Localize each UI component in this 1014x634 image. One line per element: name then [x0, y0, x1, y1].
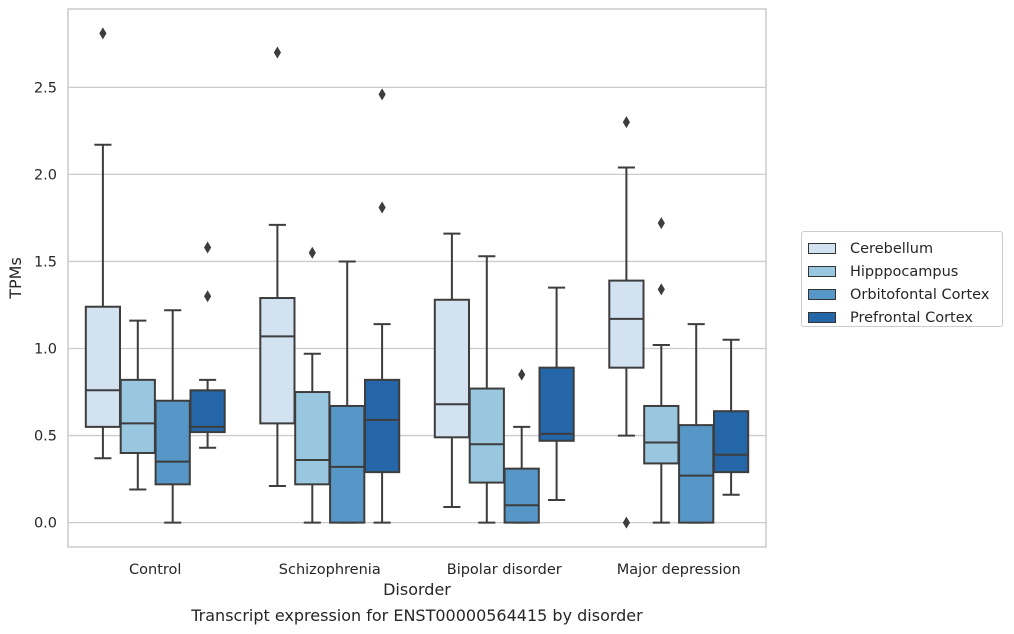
legend-label: Cerebellum [850, 240, 934, 257]
box-body [608, 279, 645, 369]
x-axis-label: Disorder [383, 580, 451, 599]
legend: Cerebellum Hipppocampus Orbitofontal Corte… [801, 231, 1003, 327]
outlier-point [622, 116, 630, 129]
legend-label: Hipppocampus [850, 263, 959, 280]
x-tick-label: Major depression [617, 562, 741, 578]
box-body [468, 387, 505, 484]
box-orbitofontal-cortex [329, 260, 366, 524]
box-body [363, 378, 401, 474]
box-body [538, 366, 575, 442]
box-prefrontal-cortex [538, 286, 575, 501]
box-orbitofontal-cortex [678, 323, 715, 524]
legend-swatch [808, 289, 836, 300]
box-body [433, 298, 471, 439]
box-body [119, 378, 156, 454]
box-body [294, 391, 331, 486]
x-tick-label: Schizophrenia [279, 562, 381, 578]
boxes [84, 27, 750, 529]
box-orbitofontal-cortex [154, 309, 191, 524]
outlier-point [378, 201, 386, 214]
y-tick-label: 1.0 [34, 342, 57, 358]
legend-item: Hipppocampus [808, 260, 1002, 283]
box-orbitofontal-cortex [503, 368, 540, 524]
outlier-point [378, 88, 386, 101]
box-cerebellum [84, 27, 122, 460]
box-prefrontal-cortex [712, 338, 750, 496]
box-cerebellum [433, 232, 471, 508]
y-tick-label: 1.5 [34, 254, 57, 270]
y-axis-label: TPMs [6, 257, 25, 300]
outlier-point [204, 241, 212, 254]
box-prefrontal-cortex [363, 88, 401, 524]
box-body [712, 410, 750, 474]
outlier-point [99, 27, 107, 40]
outlier-point [273, 46, 281, 59]
outlier-point [204, 290, 212, 303]
outlier-point [622, 516, 630, 529]
box-hipppocampus [294, 246, 331, 524]
y-tick-label: 2.0 [34, 167, 57, 183]
legend-item: Cerebellum [808, 237, 1002, 260]
box-body [259, 297, 296, 425]
plot-area [67, 8, 767, 548]
legend-item: Prefrontal Cortex [808, 306, 1002, 329]
box-body [678, 424, 715, 524]
legend-swatch [808, 243, 836, 254]
box-body [329, 404, 366, 524]
legend-label: Orbitofontal Cortex [850, 286, 990, 303]
y-axis-ticks: 0.0 0.5 1.0 1.5 2.0 2.5 [34, 80, 57, 531]
y-tick-label: 2.5 [34, 80, 57, 96]
x-tick-label: Control [129, 562, 181, 578]
x-tick-label: Bipolar disorder [447, 562, 562, 578]
y-tick-label: 0.5 [34, 429, 57, 445]
box-body [643, 404, 680, 465]
box-cerebellum [259, 46, 296, 488]
outlier-point [308, 246, 316, 259]
box-body [84, 305, 122, 428]
box-hipppocampus [643, 217, 680, 524]
box-hipppocampus [468, 255, 505, 524]
y-tick-label: 0.0 [34, 516, 57, 532]
box-cerebellum [608, 116, 645, 529]
legend-swatch [808, 312, 836, 323]
legend-swatch [808, 266, 836, 277]
outlier-point [657, 217, 665, 230]
outlier-point [657, 283, 665, 296]
legend-label: Prefrontal Cortex [850, 309, 973, 326]
x-axis-ticks: Control Schizophrenia Bipolar disorder Majo… [129, 562, 741, 578]
chart-caption: Transcript expression for ENST0000056441… [191, 606, 643, 625]
legend-item: Orbitofontal Cortex [808, 283, 1002, 306]
box-body [503, 467, 540, 524]
outlier-point [518, 368, 526, 381]
box-hipppocampus [119, 319, 156, 491]
box-prefrontal-cortex [189, 241, 226, 449]
box-body [154, 399, 191, 486]
box-body [189, 389, 226, 434]
